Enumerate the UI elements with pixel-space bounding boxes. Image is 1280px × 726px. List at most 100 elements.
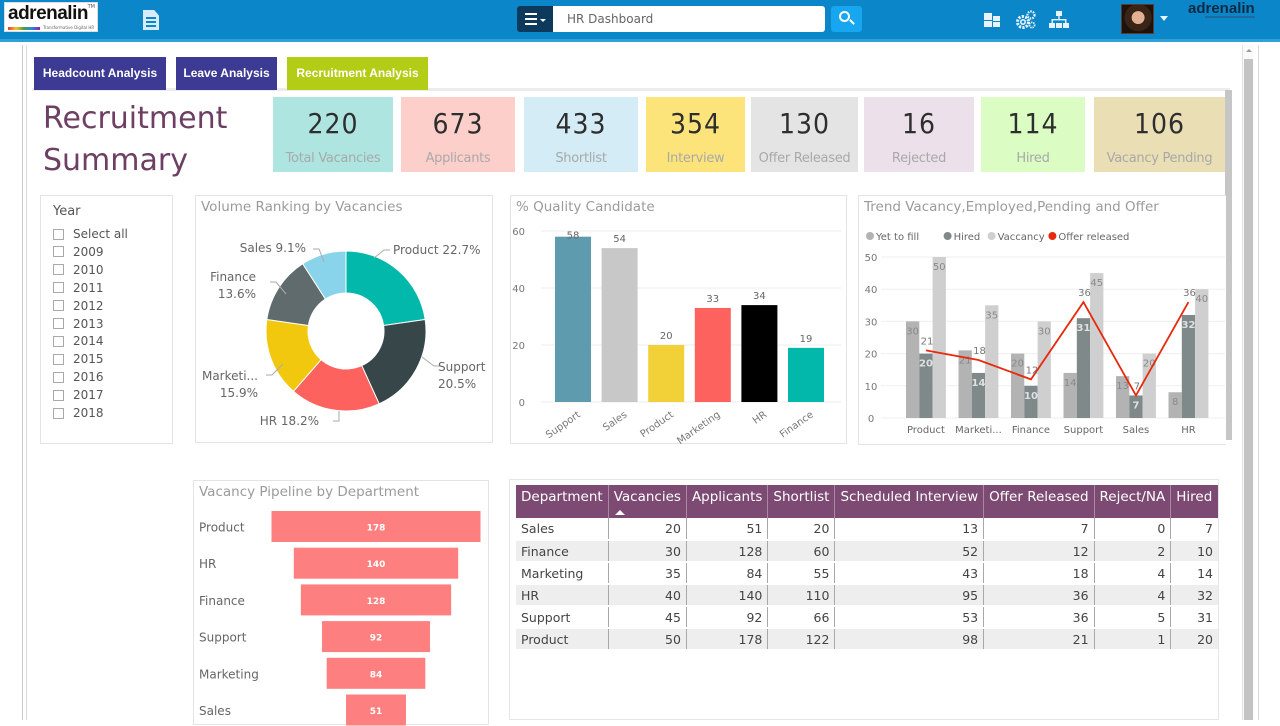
- scroll-up-icon[interactable]: [1246, 49, 1252, 52]
- user-avatar[interactable]: [1121, 4, 1154, 34]
- bar-vaccancy[interactable]: [1142, 353, 1156, 418]
- table-row[interactable]: Support 45 92 66 53 36 5 31: [516, 606, 1218, 629]
- funnel-bar-finance[interactable]: [300, 584, 452, 616]
- checkbox[interactable]: [53, 282, 64, 294]
- table-row[interactable]: Sales 20 51 20 13 7 0 7: [516, 518, 1218, 541]
- kpi-card-shortlist[interactable]: 433 Shortlist: [524, 97, 638, 172]
- column-header-hired[interactable]: Hired: [1170, 485, 1218, 518]
- funnel-bar-hr[interactable]: [293, 547, 459, 579]
- kpi-card-hired[interactable]: 114 Hired: [981, 97, 1085, 172]
- document-icon[interactable]: [143, 10, 159, 30]
- bar-yet-to-fill[interactable]: [906, 321, 920, 418]
- year-option-2018[interactable]: 2018: [53, 405, 104, 421]
- checkbox[interactable]: [53, 300, 64, 312]
- kpi-card-rejected[interactable]: 16 Rejected: [864, 97, 974, 172]
- year-option-2015[interactable]: 2015: [53, 351, 104, 367]
- bar-vaccancy[interactable]: [932, 257, 946, 418]
- year-option-2009[interactable]: 2009: [53, 244, 104, 260]
- checkbox[interactable]: [53, 389, 64, 401]
- checkbox[interactable]: [53, 264, 64, 276]
- page-scrollbar[interactable]: [1242, 45, 1254, 720]
- menu-icon[interactable]: [517, 6, 553, 32]
- donut-data-label: Support: [438, 360, 486, 374]
- bar-hired[interactable]: [1129, 395, 1143, 418]
- bar-yet-to-fill[interactable]: [958, 350, 972, 418]
- column-header-department[interactable]: Department: [516, 485, 609, 518]
- table-row[interactable]: Product 50 178 122 98 21 1 20: [516, 628, 1218, 651]
- kpi-card-applicants[interactable]: 673 Applicants: [401, 97, 515, 172]
- org-chart-icon[interactable]: [1049, 11, 1069, 29]
- table-cell: 53: [834, 606, 984, 629]
- tab-leave-analysis[interactable]: Leave Analysis: [176, 57, 277, 90]
- kpi-card-vacancy-pending[interactable]: 106 Vacancy Pending: [1094, 97, 1225, 172]
- adrenalin-logo[interactable]: adrenalin TM Transformative Digital HR: [4, 2, 98, 32]
- dashboard-icon[interactable]: [984, 13, 1001, 28]
- bar-vaccancy[interactable]: [985, 305, 999, 418]
- bar-hired[interactable]: [919, 353, 933, 418]
- legend-label[interactable]: Vaccancy: [998, 232, 1045, 243]
- bar-yet-to-fill[interactable]: [1168, 392, 1182, 418]
- bar-yet-to-fill[interactable]: [1116, 376, 1130, 418]
- legend-label[interactable]: Offer released: [1058, 232, 1129, 243]
- bar-hired[interactable]: [1181, 314, 1196, 418]
- search-button[interactable]: [831, 6, 862, 32]
- funnel-bar-product[interactable]: [271, 511, 481, 542]
- funnel-bar-marketing[interactable]: [326, 657, 426, 689]
- column-header-vacancies[interactable]: Vacancies: [607, 485, 687, 518]
- bar-support[interactable]: [555, 236, 591, 402]
- bar-marketing[interactable]: [694, 307, 731, 402]
- checkbox[interactable]: [53, 335, 64, 347]
- caret-down-icon[interactable]: [1160, 16, 1168, 21]
- scrollbar-thumb[interactable]: [1244, 59, 1253, 720]
- legend-label[interactable]: Yet to fill: [875, 232, 919, 243]
- year-option-2011[interactable]: 2011: [53, 280, 104, 296]
- column-header-reject-na[interactable]: Reject/NA: [1093, 485, 1171, 518]
- table-row[interactable]: Marketing 35 84 55 43 18 4 14: [516, 562, 1218, 585]
- year-option-2012[interactable]: 2012: [53, 298, 104, 314]
- bar-vaccancy[interactable]: [1195, 289, 1209, 418]
- kpi-card-offer-released[interactable]: 130 Offer Released: [751, 97, 858, 172]
- bar-hr[interactable]: [741, 305, 778, 402]
- table-row[interactable]: HR 40 140 110 95 36 4 32: [516, 584, 1218, 607]
- checkbox[interactable]: [53, 407, 64, 419]
- bar-yet-to-fill[interactable]: [1011, 353, 1025, 418]
- bar-hired[interactable]: [971, 372, 986, 418]
- year-option-2016[interactable]: 2016: [53, 369, 104, 385]
- bar-yet-to-fill[interactable]: [1063, 372, 1077, 418]
- year-option-2014[interactable]: 2014: [53, 333, 104, 349]
- checkbox[interactable]: [53, 353, 64, 365]
- bar-hired[interactable]: [1076, 318, 1091, 418]
- year-option-2017[interactable]: 2017: [53, 387, 104, 403]
- bar-vaccancy[interactable]: [1090, 273, 1104, 418]
- sort-ascending-icon[interactable]: [614, 510, 625, 515]
- search-input[interactable]: [553, 6, 825, 32]
- column-header-applicants[interactable]: Applicants: [685, 485, 768, 518]
- bar-hired[interactable]: [1024, 385, 1038, 418]
- table-row[interactable]: Finance 30 128 60 52 12 2 10: [516, 540, 1218, 563]
- offer-released-line[interactable]: [925, 300, 1190, 398]
- year-option-2013[interactable]: 2013: [53, 316, 104, 332]
- funnel-bar-support[interactable]: [321, 621, 431, 653]
- year-option-select-all[interactable]: Select all: [53, 226, 128, 242]
- checkbox[interactable]: [53, 246, 64, 258]
- bar-finance[interactable]: [788, 347, 824, 402]
- column-header-shortlist[interactable]: Shortlist: [767, 485, 835, 518]
- bar-sales[interactable]: [601, 248, 638, 402]
- report-scrollbar[interactable]: [1225, 90, 1232, 440]
- settings-gears-icon[interactable]: [1015, 10, 1037, 30]
- donut-slice-sales[interactable]: [302, 250, 347, 300]
- year-option-2010[interactable]: 2010: [53, 262, 104, 278]
- tab-headcount-analysis[interactable]: Headcount Analysis: [34, 57, 166, 90]
- kpi-card-interview[interactable]: 354 Interview: [646, 97, 745, 172]
- legend-label[interactable]: Hired: [954, 232, 981, 243]
- bar-vaccancy[interactable]: [1037, 321, 1051, 418]
- donut-slice-product[interactable]: [345, 250, 426, 327]
- tab-recruitment-analysis[interactable]: Recruitment Analysis: [287, 57, 428, 90]
- checkbox[interactable]: [53, 318, 64, 329]
- checkbox[interactable]: [53, 371, 64, 383]
- column-header-scheduled-interview[interactable]: Scheduled Interview: [834, 485, 984, 518]
- bar-product[interactable]: [648, 345, 685, 402]
- checkbox[interactable]: [53, 228, 64, 240]
- kpi-card-total-vacancies[interactable]: 220 Total Vacancies: [273, 97, 393, 172]
- column-header-offer-released[interactable]: Offer Released: [983, 485, 1095, 518]
